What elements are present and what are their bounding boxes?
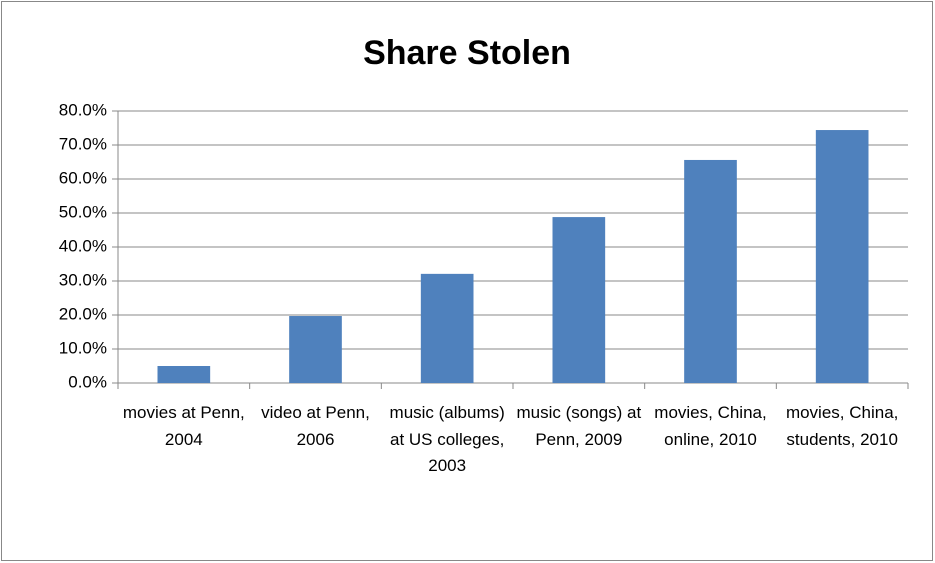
y-tick-label: 80.0% [59, 100, 107, 119]
y-tick-label: 0.0% [68, 372, 107, 391]
x-tick-label: music (songs) at Penn, 2009 [516, 403, 642, 449]
bar [684, 159, 737, 383]
x-tick-label: movies, China, online, 2010 [654, 403, 767, 449]
y-tick-label: 30.0% [59, 270, 107, 289]
bar [552, 217, 606, 383]
bar [420, 273, 474, 383]
chart-title: Share Stolen [363, 34, 571, 72]
x-tick-label: video at Penn, 2006 [261, 403, 370, 449]
bar [289, 316, 342, 383]
y-tick-label: 50.0% [59, 202, 107, 221]
y-tick-label: 70.0% [59, 134, 107, 153]
bar [157, 366, 211, 383]
x-tick-label: movies at Penn, 2004 [122, 403, 245, 449]
y-tick-label: 40.0% [59, 236, 107, 255]
y-tick-label: 60.0% [59, 168, 107, 187]
y-tick-label: 20.0% [59, 304, 107, 323]
x-tick-label: movies, China, students, 2010 [785, 403, 899, 449]
y-tick-label: 10.0% [59, 338, 107, 357]
x-tick-label: music (albums) at US colleges, 2003 [389, 403, 505, 475]
bar [815, 130, 869, 383]
